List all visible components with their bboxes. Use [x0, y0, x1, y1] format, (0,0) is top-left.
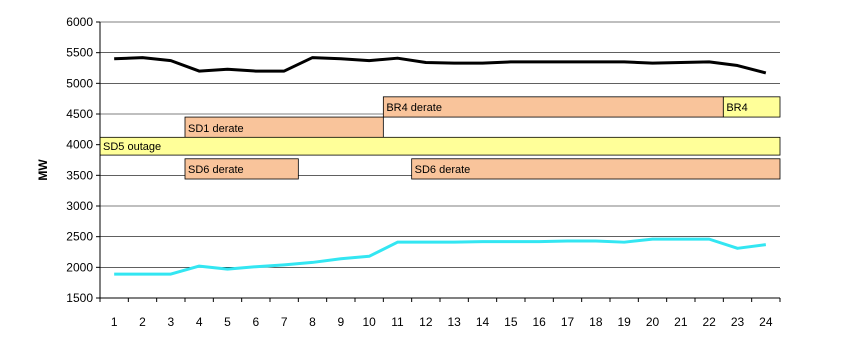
y-tick-label-4500: 4500	[66, 107, 93, 121]
x-tick-label-7: 7	[281, 315, 288, 329]
x-tick-label-12: 12	[419, 315, 433, 329]
x-tick-label-13: 13	[447, 315, 461, 329]
x-tick-label-5: 5	[224, 315, 231, 329]
y-tick-label-2500: 2500	[66, 230, 93, 244]
x-tick-label-17: 17	[561, 315, 575, 329]
y-tick-label-2000: 2000	[66, 260, 93, 274]
y-tick-label-3500: 3500	[66, 168, 93, 182]
event-label-3: SD5 outage	[103, 141, 161, 153]
series-line-1	[114, 237, 767, 276]
x-tick-label-2: 2	[139, 315, 146, 329]
x-tick-label-16: 16	[532, 315, 546, 329]
event-label-5: SD6 derate	[415, 164, 471, 176]
x-tick-label-19: 19	[617, 315, 631, 329]
x-tick-label-24: 24	[759, 315, 773, 329]
x-tick-label-20: 20	[646, 315, 660, 329]
x-tick-label-10: 10	[362, 315, 376, 329]
x-tick-label-15: 15	[504, 315, 518, 329]
y-tick-label-1500: 1500	[66, 291, 93, 305]
x-tick-label-14: 14	[476, 315, 490, 329]
y-tick-label-5000: 5000	[66, 76, 93, 90]
y-tick-label-5500: 5500	[66, 46, 93, 60]
x-tick-label-6: 6	[252, 315, 259, 329]
event-label-1: BR4	[726, 102, 747, 114]
x-tick-label-21: 21	[674, 315, 688, 329]
x-tick-label-4: 4	[196, 315, 203, 329]
y-tick-label-3000: 3000	[66, 199, 93, 213]
x-tick-label-9: 9	[337, 315, 344, 329]
series-lines	[114, 56, 767, 276]
y-tick-label-4000: 4000	[66, 138, 93, 152]
x-tick-label-11: 11	[391, 315, 404, 329]
event-bar-4	[184, 158, 299, 180]
series-line-0	[114, 56, 767, 75]
x-tick-label-8: 8	[309, 315, 316, 329]
event-bar-1	[722, 96, 781, 118]
y-tick-label-6000: 6000	[66, 15, 93, 29]
event-label-0: BR4 derate	[386, 102, 442, 114]
event-bars: BR4 derate BR4 SD1 derate SD5 outage SD6 der…	[99, 96, 781, 180]
event-label-4: SD6 derate	[188, 164, 244, 176]
x-tick-label-3: 3	[167, 315, 174, 329]
event-bar-5	[411, 158, 781, 180]
event-label-2: SD1 derate	[188, 123, 244, 135]
event-bar-3	[99, 136, 781, 156]
x-tick-labels: 1 2 3 4 5 6 7 8 9 10 11 12 13 14 15 16 17 18 19 20 21 22 23 24	[99, 298, 781, 329]
x-tick-label-22: 22	[702, 315, 716, 329]
y-axis-label: MW	[36, 159, 50, 181]
y-tick-labels: 1500 2000 2500 3000 3500 4000 4500 5000 5500 6000	[66, 15, 93, 305]
x-tick-label-23: 23	[731, 315, 745, 329]
x-tick-label-1: 1	[111, 315, 118, 329]
x-tick-label-18: 18	[589, 315, 603, 329]
